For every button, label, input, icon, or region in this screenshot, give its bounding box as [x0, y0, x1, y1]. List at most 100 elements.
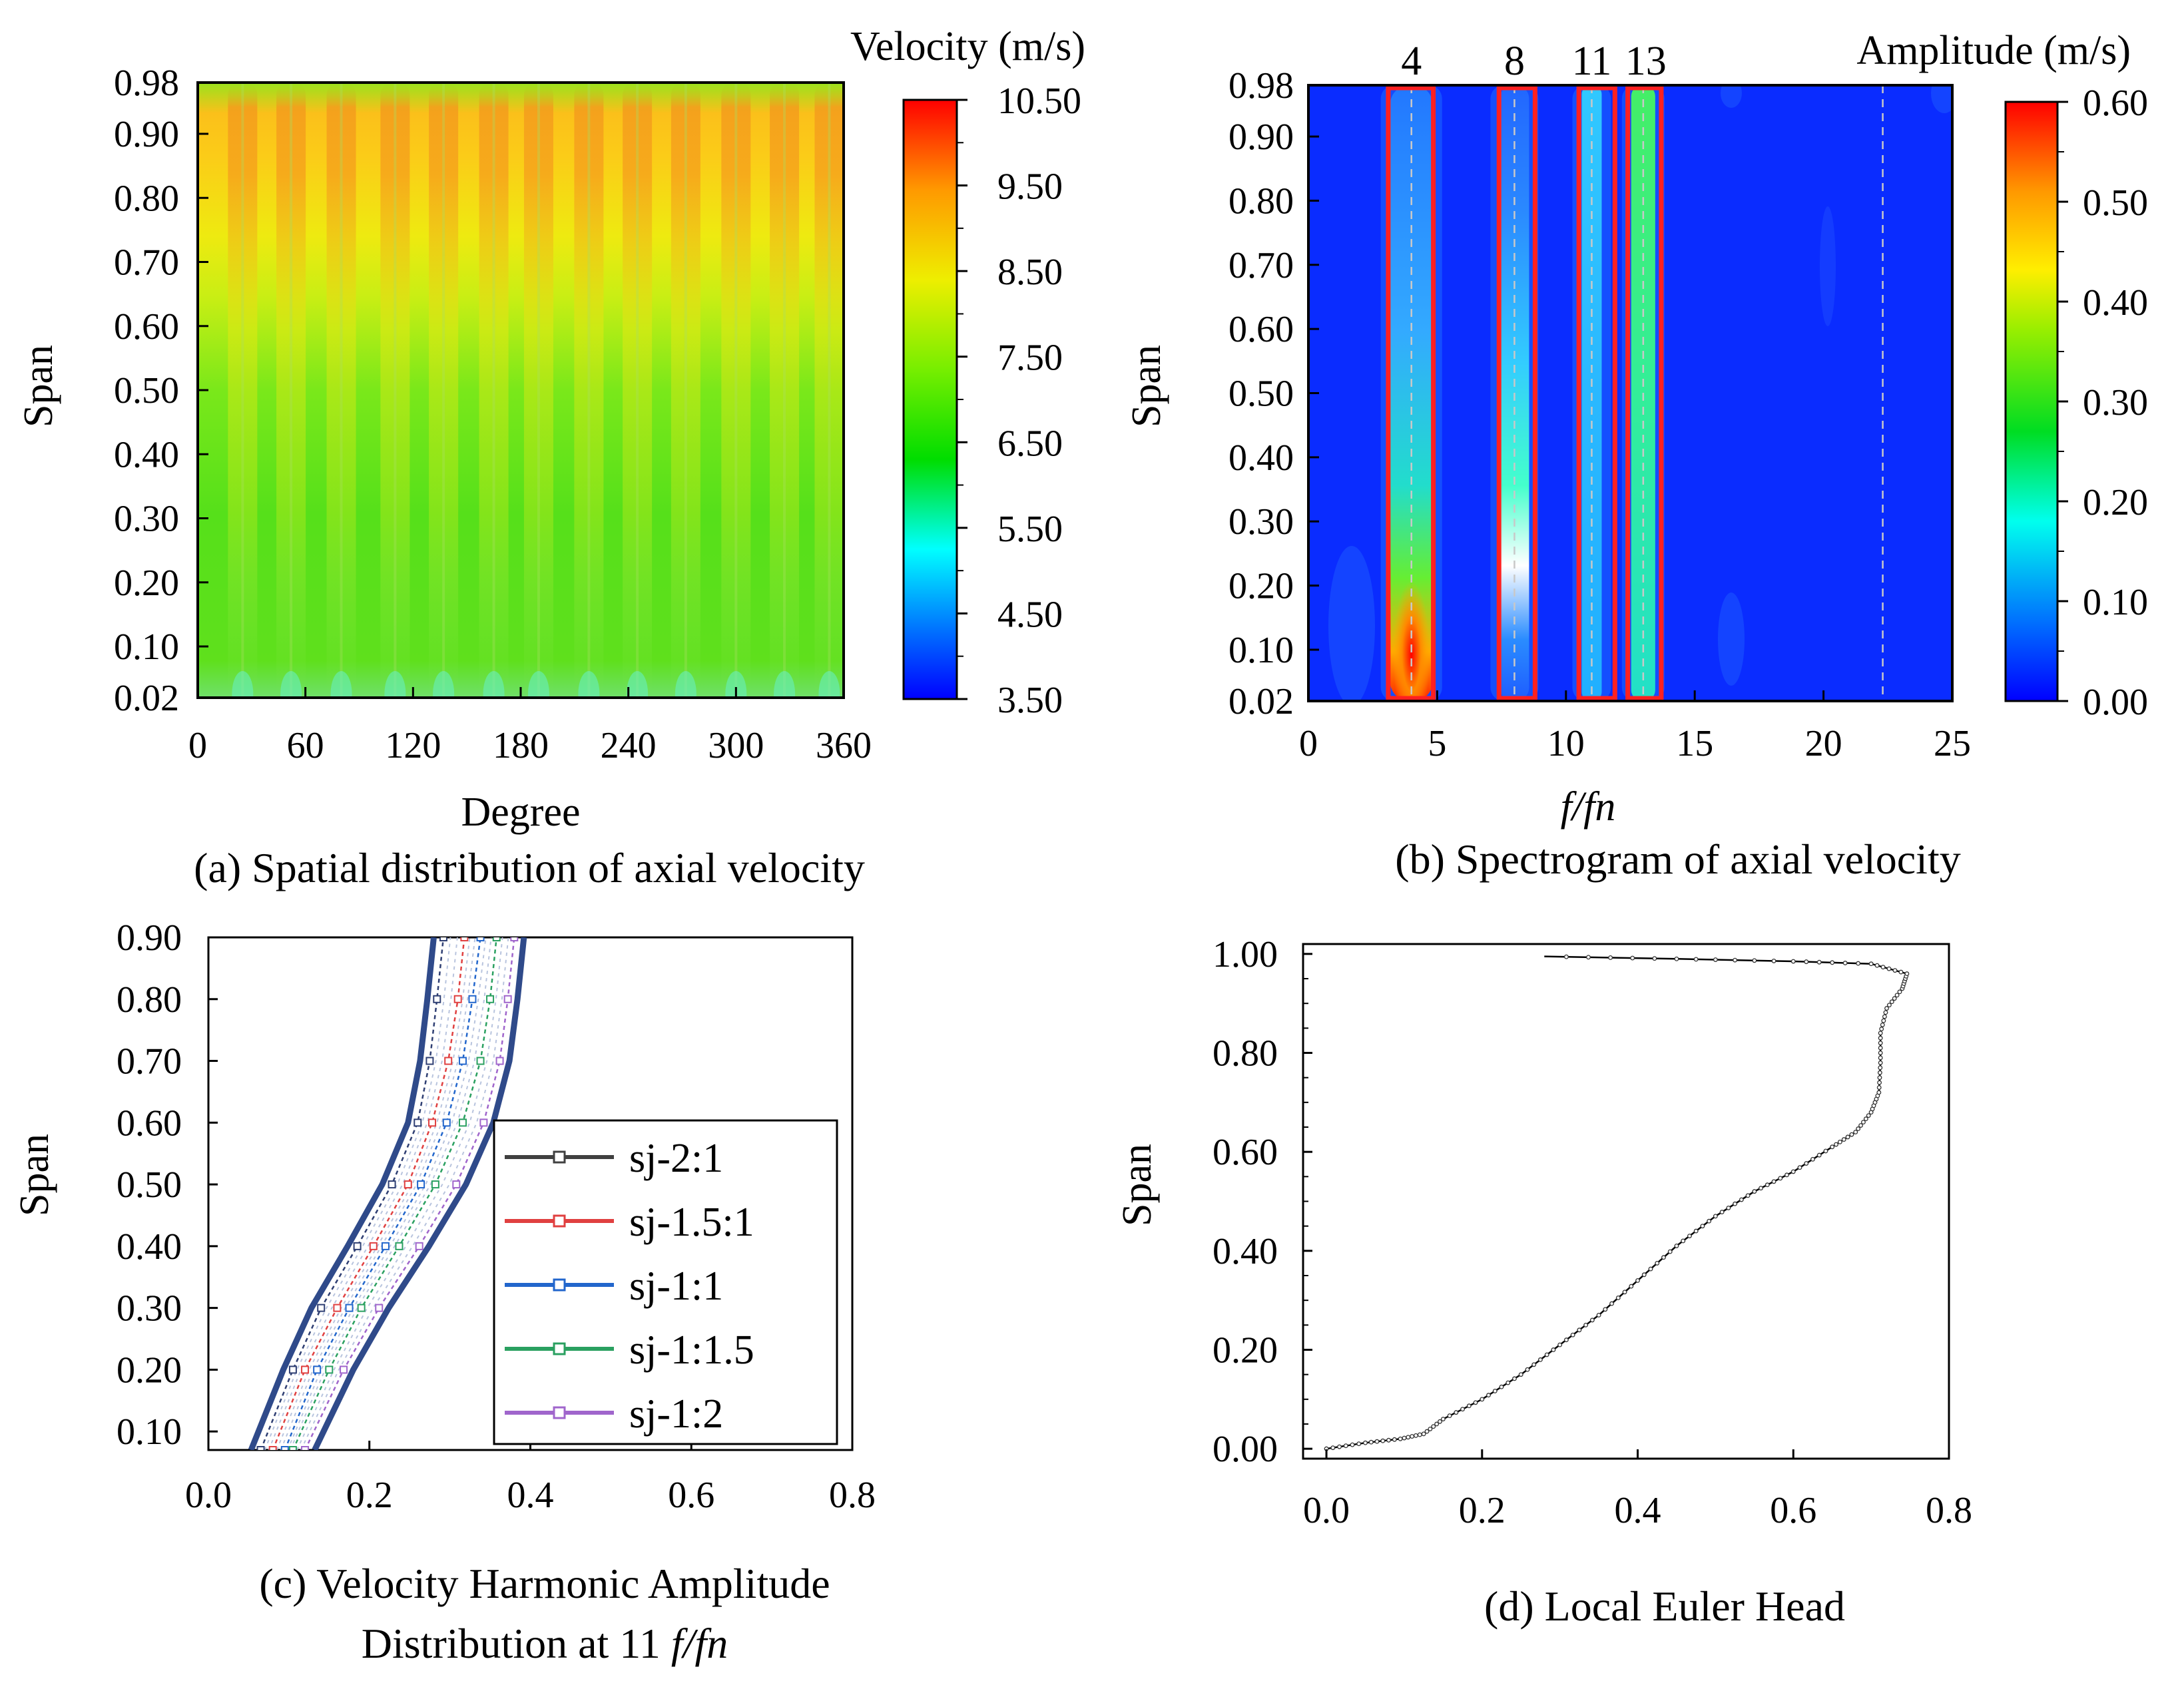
- panel-c-interp-curve: [289, 937, 492, 1450]
- panel-c-interp-curve: [300, 937, 509, 1450]
- panel-a-x-tick-label: 240: [601, 725, 657, 766]
- panel-a-wake-5: [479, 83, 509, 698]
- panel-c-y-tick-label: 0.50: [117, 1164, 182, 1206]
- panel-c-x-tick-label: 0.4: [507, 1475, 554, 1516]
- panel-d-x-tick-label: 0.0: [1303, 1490, 1350, 1531]
- panel-a-hub-spot-2: [330, 671, 352, 698]
- panel-c: 0.0 0.2 0.4 0.6 0.8 0.90 0.80 0.70 0.60 0.50 0.40…: [12, 917, 876, 1667]
- panel-a-wake-7: [574, 83, 604, 698]
- panel-d-frame: [1302, 943, 1950, 1460]
- panel-a-y-tick-label: 0.10: [114, 626, 179, 668]
- panel-d-marker: [1752, 958, 1757, 963]
- panel-d: 0.0 0.2 0.4 0.6 0.8 1.00 0.80 0.60 0.40 0.20 0.00…: [1115, 934, 1972, 1630]
- panel-d-marker: [1856, 1126, 1861, 1131]
- panel-a-y-tick-label: 0.30: [114, 499, 179, 540]
- panel-d-marker: [1860, 1120, 1866, 1125]
- panel-c-marker: [476, 1057, 485, 1065]
- panel-d-marker: [1563, 954, 1569, 959]
- panel-a-wake-2: [326, 83, 356, 698]
- panel-d-marker: [1392, 1437, 1397, 1442]
- panel-a-blade-edge-1: [290, 83, 293, 698]
- panel-d-marker: [1603, 1307, 1608, 1312]
- panel-d-marker: [1586, 955, 1591, 960]
- panel-d-marker: [1589, 1318, 1595, 1323]
- panel-c-line-sj-1:1: [284, 937, 481, 1450]
- panel-b-peak-label: 13: [1625, 39, 1667, 84]
- panel-a-y-ticks: 0.98 0.90 0.80 0.70 0.60 0.50 0.40 0.30 0.20 0.10…: [114, 63, 208, 719]
- panel-c-x-tick-label: 0.6: [668, 1475, 714, 1516]
- panel-a-blade-edge-4: [442, 83, 445, 698]
- panel-c-marker: [381, 1242, 390, 1250]
- panel-d-marker: [1889, 999, 1894, 1005]
- panel-d-marker: [1707, 1218, 1712, 1224]
- panel-a-hub-spot-11: [774, 671, 796, 698]
- panel-d-marker: [1350, 1442, 1355, 1447]
- panel-b-x-tick-label: 20: [1805, 723, 1842, 764]
- panel-d-marker: [1882, 1014, 1887, 1019]
- panel-a-y-tick-label: 0.02: [114, 678, 179, 719]
- panel-b-peak-label: 4: [1401, 39, 1422, 84]
- panel-a-wake-8: [623, 83, 653, 698]
- panel-a-blade-edge-5: [492, 83, 495, 698]
- panel-a-blade-edge-10: [734, 83, 738, 698]
- panel-d-marker: [1674, 1243, 1679, 1248]
- panel-d-marker: [1693, 1228, 1699, 1234]
- panel-c-marker: [428, 1118, 437, 1127]
- panel-a-colorbar-tick-label: 8.50: [997, 252, 1063, 293]
- panel-d-marker: [1499, 1384, 1504, 1389]
- panel-b-colorbar-tick-label: 0.20: [2083, 482, 2148, 523]
- panel-c-marker: [388, 1180, 396, 1189]
- panel-d-marker: [1878, 1041, 1883, 1046]
- panel-d-series: [1324, 954, 1910, 1451]
- panel-c-marker: [495, 1057, 504, 1065]
- panel-d-marker: [1879, 1027, 1884, 1032]
- panel-b-colorbar-tick-label: 0.10: [2083, 582, 2148, 623]
- panel-b-colorbar-tick-label: 0.60: [2083, 83, 2148, 124]
- panel-d-marker: [1719, 1210, 1725, 1215]
- panel-d-marker: [1878, 1060, 1883, 1065]
- panel-c-interp-curve: [264, 937, 451, 1450]
- panel-c-legend-label: sj-1:1.5: [629, 1327, 754, 1373]
- panel-d-marker: [1894, 993, 1900, 998]
- panel-c-interp-curve: [286, 937, 487, 1450]
- panel-c-marker: [452, 1180, 461, 1189]
- panel-d-marker: [1674, 956, 1679, 961]
- panel-d-marker: [1868, 961, 1874, 967]
- panel-c-legend-marker: [553, 1278, 566, 1292]
- panel-d-marker: [1897, 989, 1902, 995]
- panel-d-marker: [1841, 1137, 1846, 1142]
- panel-b-colorbar-tick-label: 0.30: [2083, 382, 2148, 423]
- panel-a-hub-spot-10: [725, 671, 747, 698]
- panel-d-marker: [1368, 1439, 1374, 1445]
- panel-d-marker: [1641, 1272, 1647, 1278]
- panel-d-marker: [1424, 1429, 1430, 1434]
- panel-c-marker: [340, 1365, 348, 1374]
- panel-d-marker: [1544, 1352, 1549, 1357]
- panel-c-interp-curve: [280, 937, 476, 1450]
- panel-d-marker: [1713, 1214, 1718, 1219]
- panel-a-colorbar: [902, 99, 958, 700]
- panel-c-marker: [404, 1180, 412, 1189]
- panel-a-x-ticks: 0 60 120 180 240 300 360: [188, 687, 872, 766]
- panel-c-interp-curve: [276, 937, 471, 1450]
- panel-a-y-tick-label: 0.80: [114, 178, 179, 219]
- panel-b-colorbar-tick-label: 0.00: [2083, 682, 2148, 723]
- panel-c-legend-box: [493, 1119, 838, 1445]
- panel-c-marker: [417, 1180, 425, 1189]
- panel-d-marker: [1410, 1434, 1415, 1439]
- panel-b-x-tick-label: 25: [1934, 723, 1971, 764]
- panel-d-marker: [1733, 1201, 1738, 1206]
- panel-d-marker: [1771, 1179, 1776, 1184]
- panel-b-box-0: [1386, 85, 1436, 701]
- panel-d-marker: [1330, 1445, 1336, 1451]
- panel-d-marker: [1466, 1403, 1472, 1409]
- panel-c-marker: [256, 1446, 265, 1450]
- panel-d-marker: [1810, 1156, 1815, 1162]
- panel-c-marker: [433, 995, 441, 1003]
- panel-d-marker: [1878, 1065, 1883, 1071]
- panel-d-marker: [1877, 1075, 1882, 1081]
- panel-d-marker: [1518, 1372, 1523, 1377]
- panel-d-marker: [1512, 1376, 1517, 1381]
- panel-b-colorbar-title: Amplitude (m/s): [1856, 28, 2131, 73]
- panel-d-marker: [1816, 959, 1822, 965]
